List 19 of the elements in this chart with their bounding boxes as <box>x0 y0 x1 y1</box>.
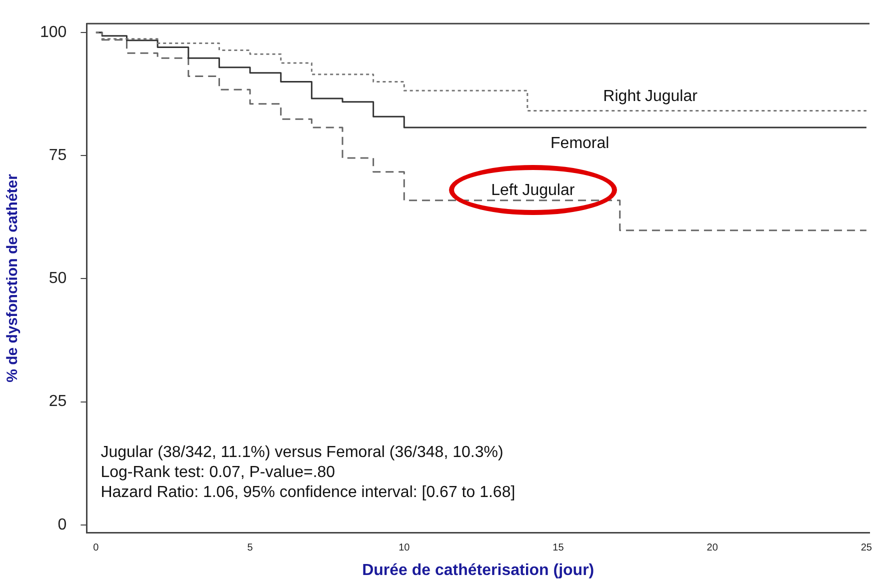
y-tick-label: 75 <box>48 146 67 164</box>
annotation: Jugular (38/342, 11.1%) versus Femoral (36/348, 10.3%) <box>100 444 504 462</box>
series-label: Left Jugular <box>491 182 576 199</box>
x-axis-title: Durée de cathéterisation (jour) <box>362 562 594 579</box>
annotation: Hazard Ratio: 1.06, 95% confidence interval: [0.67 to 1.68] <box>100 484 516 502</box>
series-label: Right Jugular <box>603 88 698 106</box>
y-tick-label: 50 <box>48 270 67 288</box>
x-tick-label: 5 <box>247 542 254 554</box>
y-tick-label: 0 <box>58 516 67 534</box>
x-tick-label: 20 <box>706 542 718 554</box>
annotation: Log-Rank test: 0.07, P-value=.80 <box>100 464 336 482</box>
y-tick-label: 100 <box>40 24 67 41</box>
series-label: Femoral <box>550 134 610 152</box>
x-tick-label: 15 <box>552 542 564 554</box>
y-tick-label: 25 <box>48 393 67 410</box>
x-tick-label: 25 <box>860 542 872 554</box>
x-tick-label: 10 <box>398 542 410 554</box>
x-tick-label: 0 <box>93 542 100 554</box>
y-axis-title: % de dysfonction de cathéter <box>4 174 22 382</box>
